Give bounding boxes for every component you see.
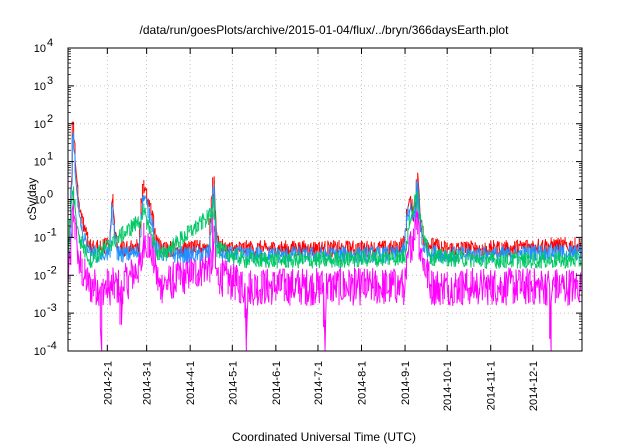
y-tick-exponent: 0 bbox=[47, 189, 53, 201]
y-tick-label: 10 bbox=[34, 81, 46, 93]
y-tick-label: 10 bbox=[34, 308, 46, 320]
x-axis-label: Coordinated Universal Time (UTC) bbox=[232, 430, 416, 444]
x-tick-label: 2014-4-1 bbox=[185, 361, 197, 405]
y-tick-exponent: 3 bbox=[47, 75, 53, 87]
y-tick-label: 10 bbox=[34, 43, 46, 55]
x-tick-label: 2014-10-1 bbox=[442, 361, 454, 411]
x-tick-label: 2014-12-1 bbox=[528, 361, 540, 411]
series-line bbox=[67, 131, 582, 264]
y-tick-exponent: 2 bbox=[47, 113, 53, 125]
x-tick-label: 2014-6-1 bbox=[271, 361, 283, 405]
x-tick-label: 2014-3-1 bbox=[142, 361, 154, 405]
x-tick-label: 2014-9-1 bbox=[400, 361, 412, 405]
x-tick-label: 2014-8-1 bbox=[357, 361, 369, 405]
y-tick-exponent: -4 bbox=[47, 340, 57, 352]
series-line bbox=[67, 121, 582, 258]
y-tick-label: 10 bbox=[34, 157, 46, 169]
x-tick-label: 2014-7-1 bbox=[313, 361, 325, 405]
y-tick-exponent: 4 bbox=[47, 37, 53, 49]
y-axis-label: cSv/day bbox=[25, 178, 39, 221]
y-tick-exponent: -2 bbox=[47, 264, 57, 276]
plot-area bbox=[67, 121, 582, 352]
series-line bbox=[67, 191, 582, 352]
x-axis: 2014-2-1 2014-3-1 2014-4-1 2014-5-1 2014-6-1… bbox=[102, 48, 540, 411]
y-tick-label: 10 bbox=[34, 195, 46, 207]
chart-title: /data/run/goesPlots/archive/2015-01-04/f… bbox=[140, 23, 510, 37]
y-tick-exponent: 1 bbox=[47, 151, 53, 163]
y-tick-exponent: -3 bbox=[47, 302, 57, 314]
y-tick-exponent: -1 bbox=[47, 226, 57, 238]
y-tick-label: 10 bbox=[34, 232, 46, 244]
y-tick-label: 10 bbox=[34, 119, 46, 131]
series-line bbox=[67, 186, 582, 269]
x-tick-label: 2014-5-1 bbox=[227, 361, 239, 405]
x-tick-label: 2014-11-1 bbox=[486, 361, 498, 410]
y-tick-label: 10 bbox=[34, 270, 46, 282]
x-tick-label: 2014-2-1 bbox=[102, 361, 114, 405]
y-tick-label: 10 bbox=[34, 346, 46, 358]
